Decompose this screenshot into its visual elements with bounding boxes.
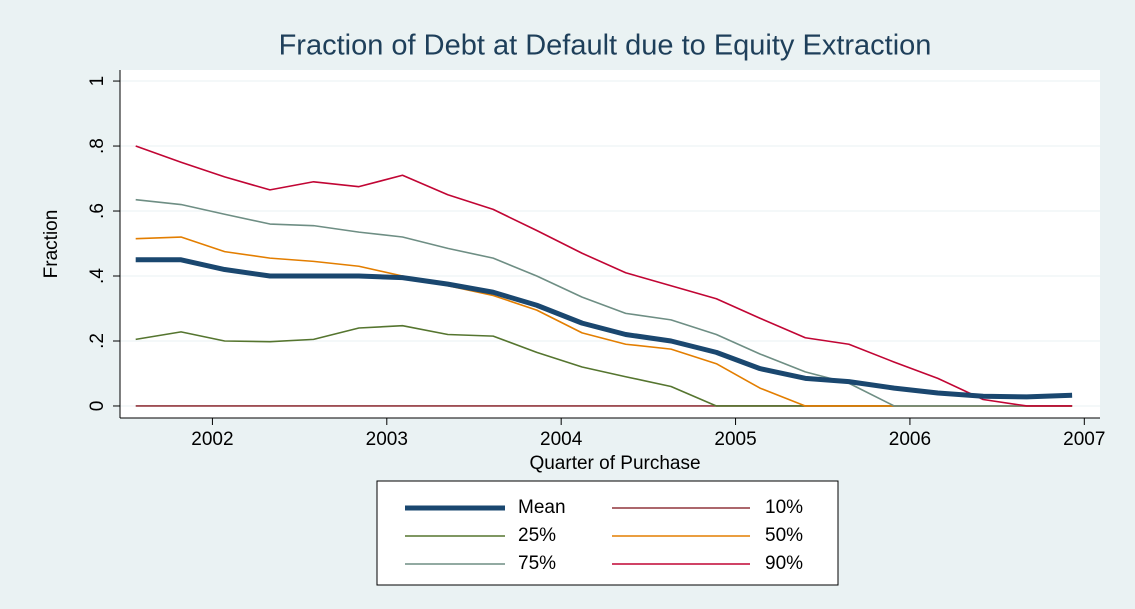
x-tick-label: 2005 <box>714 429 756 450</box>
x-tick-label: 2007 <box>1063 429 1105 450</box>
legend-label: Mean <box>518 497 566 518</box>
x-tick-label: 2002 <box>191 429 233 450</box>
y-axis-label: Fraction <box>41 210 62 279</box>
y-tick-label: .8 <box>87 138 108 154</box>
series-line <box>135 198 1073 407</box>
plot-area <box>120 70 1100 418</box>
legend-label: 75% <box>518 553 556 574</box>
chart-title: Fraction of Debt at Default due to Equit… <box>279 30 932 62</box>
y-tick-label: .6 <box>87 203 108 219</box>
series-line <box>135 257 1073 400</box>
legend-box <box>376 480 839 586</box>
series-line <box>135 145 1073 407</box>
x-axis-label: Quarter of Purchase <box>529 453 700 474</box>
y-tick-label: 0 <box>87 401 108 412</box>
x-tick-label: 2006 <box>889 429 931 450</box>
y-tick-label: .2 <box>87 333 108 349</box>
x-tick-label: 2004 <box>540 429 583 450</box>
x-tick-label: 2003 <box>366 429 408 450</box>
legend-label: 90% <box>765 553 803 574</box>
y-tick-label: 1 <box>87 76 108 87</box>
legend-label: 25% <box>518 525 556 546</box>
legend-label: 50% <box>765 525 803 546</box>
legend-label: 10% <box>765 497 803 518</box>
y-tick-label: .4 <box>87 268 108 284</box>
